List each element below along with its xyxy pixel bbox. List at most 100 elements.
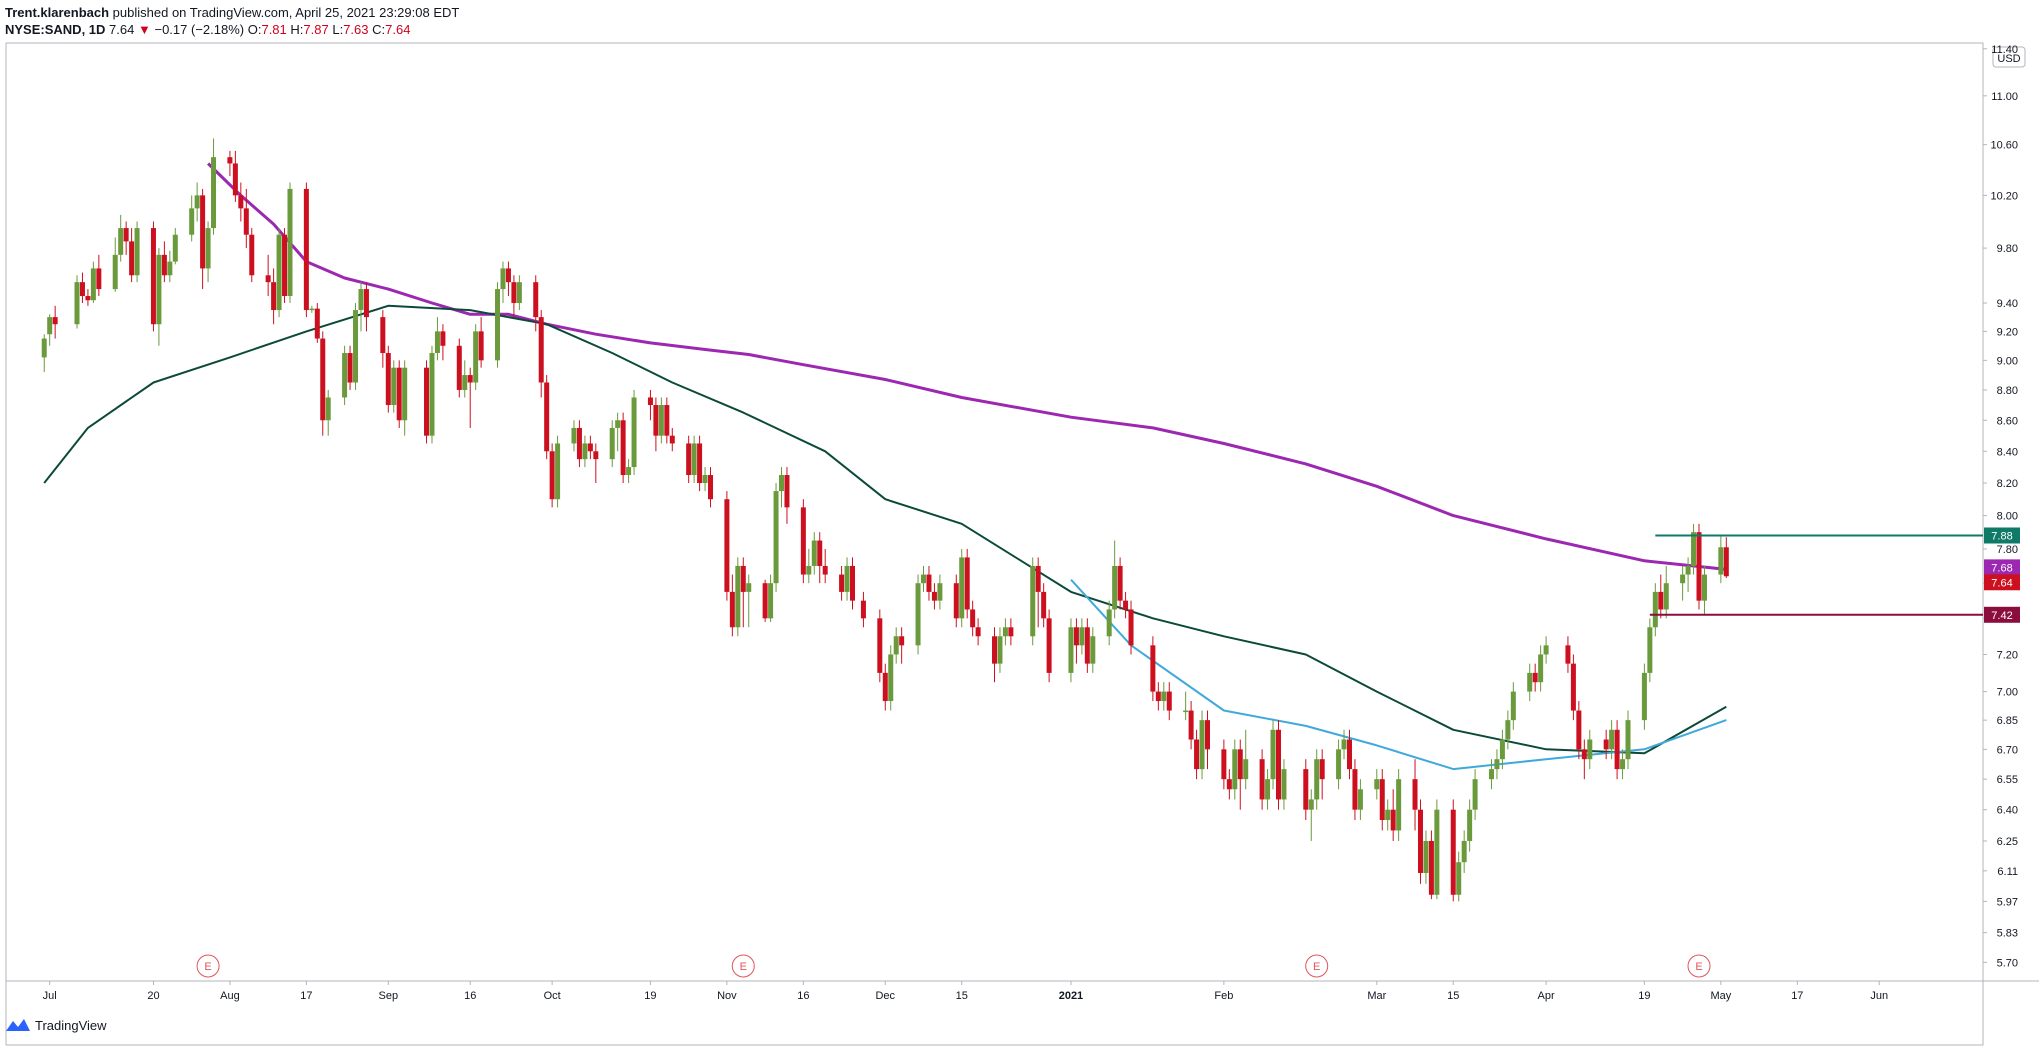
price-tick-label: 5.83 [1997,928,2018,940]
price-tick-label: 10.60 [1990,140,2018,152]
candle-body [740,565,746,592]
earnings-event-marker [1305,954,1329,978]
candle-body [1270,729,1276,780]
candle-body [1685,565,1691,575]
candle-body [582,443,588,460]
time-tick-label: 17 [1791,990,1803,1002]
candle-body [1641,672,1647,721]
candle-body [959,557,965,619]
time-tick-label: 16 [797,990,809,1002]
price-axis[interactable]: 5.70 5.83 5.97 6.11 6.25 6.40 6.55 6.70 6.85 7.00… [1983,44,2018,970]
candle-body [571,427,577,444]
price-label-text: 7.88 [1991,531,2012,543]
candle-body [1166,691,1172,711]
candle-body [620,420,626,476]
candle-body [806,565,812,575]
candle-body [440,331,446,346]
candle-body [516,282,522,304]
candle-body [899,636,905,646]
candle-body [1658,591,1664,610]
horizontal-lines [1649,534,1983,616]
candle-body [549,451,555,500]
candle-body [1090,636,1096,664]
candle-body [347,353,353,383]
candle-body [243,208,249,235]
price-label-text: 7.68 [1991,562,2012,574]
candle-body [844,565,850,592]
candle-body [150,228,156,325]
candle-body [921,574,927,584]
candle-body [1352,769,1358,810]
candle-body [626,467,632,476]
candle-body [1652,591,1658,628]
candle-body [1243,759,1249,780]
price-tick-label: 8.00 [1997,511,2018,523]
price-label-box [1984,574,2020,591]
candle-body [1696,532,1702,601]
candle-body [1226,779,1232,790]
author-name[interactable]: Trent.klarenbach [5,5,110,20]
candle-body [1346,739,1352,770]
candle-body [1723,547,1729,577]
svg-text:USD: USD [1997,53,2020,65]
candle-body [1456,862,1462,895]
candle-body [434,331,440,354]
candle-body [396,367,402,421]
price-tick-label: 9.20 [1997,326,2018,338]
candlesticks [41,138,1729,902]
price-tick-label: 6.55 [1997,774,2018,786]
candle-body [1068,627,1074,673]
candle-body [877,618,883,673]
open-label: O: [247,22,262,37]
candle-body [265,275,271,283]
candle-body [1505,720,1511,740]
close-value: 7.64 [385,22,411,37]
candle-body [1603,739,1609,750]
candle-body [1046,618,1052,673]
candle-body [74,282,80,325]
time-tick-label: 17 [300,990,312,1002]
time-tick-label: Aug [220,990,240,1002]
candle-body [189,208,195,235]
candle-body [380,317,386,354]
price-tick-label: 7.00 [1997,687,2018,699]
candle-body [85,296,91,301]
candle-body [1123,600,1129,610]
change-value: −0.17 (−2.18%) [154,22,245,37]
candle-body [1357,789,1363,810]
price-tick-label: 6.11 [1997,866,2018,878]
candle-body [1647,627,1653,673]
candle-body [664,405,670,436]
time-tick-label: 19 [1638,990,1650,1002]
moving-average-line [207,162,1727,571]
candle-body [1614,729,1620,770]
candle-body [1538,654,1544,683]
published-text: published on TradingView.com, April 25, … [112,5,460,20]
candle-body [41,338,47,358]
candle-body [1308,799,1314,810]
time-tick-label: Oct [544,990,561,1002]
time-axis[interactable]: Jul 20 Aug 17 Sep 16 Oct 19 Nov 16 Dec 15 2021 Feb Mar… [43,981,1888,1002]
candle-body [1576,710,1582,750]
time-tick-label: 15 [1447,990,1459,1002]
candle-body [325,397,331,421]
candle-body [1467,809,1473,841]
candle-body [287,188,293,297]
candle-body [1461,840,1467,863]
price-tick-label: 10.20 [1990,190,2018,202]
candle-body [686,443,692,476]
candle-body [1112,565,1118,610]
price-tick-label: 6.40 [1997,805,2018,817]
candle-body [669,435,675,444]
candle-body [1396,779,1402,831]
candle-body [1106,609,1112,637]
time-tick-label: Feb [1214,990,1233,1002]
candle-body [1079,627,1085,646]
candle-body [271,282,277,311]
candle-body [314,308,320,339]
time-tick-label: 16 [464,990,476,1002]
candle-body [746,583,752,592]
candle-body [697,443,703,484]
candle-body [729,591,735,628]
